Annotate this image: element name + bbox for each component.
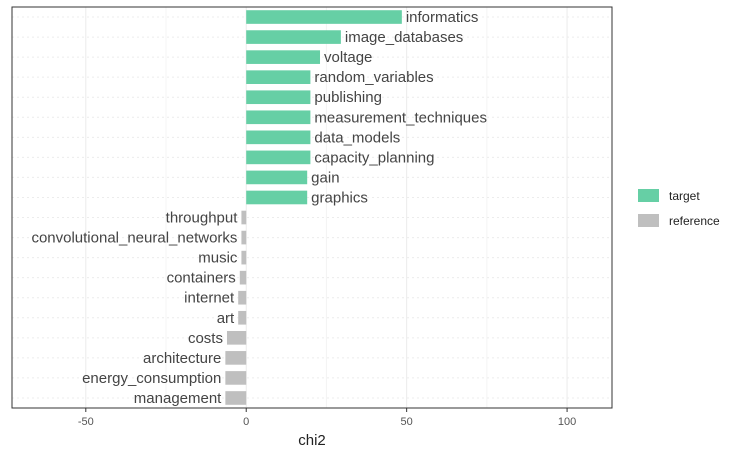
bar-containers: [239, 270, 247, 285]
bar-label-architecture: architecture: [143, 350, 221, 367]
bar-label-image-databases: image_databases: [345, 29, 463, 46]
bar-internet: [238, 290, 247, 305]
plot-panel-border: [11, 6, 613, 409]
bar-label-convolutional-neural-networks: convolutional_neural_networks: [31, 230, 237, 247]
bar-label-voltage: voltage: [324, 49, 372, 66]
bar-label-management: management: [134, 390, 222, 407]
bar-informatics: [246, 10, 402, 24]
bar-management: [225, 391, 247, 405]
legend-label-reference: reference: [669, 214, 720, 228]
x-tick-label: 50: [401, 416, 413, 428]
bar-label-throughput: throughput: [166, 210, 239, 227]
x-tick-label: 0: [243, 416, 249, 428]
bar-architecture: [225, 351, 247, 365]
bar-label-informatics: informatics: [406, 9, 479, 26]
bar-graphics: [246, 190, 308, 205]
bar-label-graphics: graphics: [311, 189, 368, 206]
bar-label-containers: containers: [167, 270, 236, 287]
grid-lines: [12, 7, 612, 408]
bar-label-art: art: [217, 310, 235, 327]
bar-capacity-planning: [246, 150, 311, 165]
bar-label-gain: gain: [311, 169, 339, 186]
bar-data-models: [246, 130, 311, 145]
bars: [225, 10, 402, 405]
bar-convolutional-neural-networks: [241, 230, 247, 245]
bar-label-publishing: publishing: [314, 89, 382, 106]
x-axis-title: chi2: [298, 432, 326, 449]
x-tick-label: -50: [78, 416, 94, 428]
bar-label-data-models: data_models: [314, 129, 400, 146]
bar-art: [238, 310, 247, 325]
bar-voltage: [246, 50, 321, 64]
bar-label-random-variables: random_variables: [314, 69, 433, 86]
bar-image-databases: [246, 30, 341, 44]
bar-gain: [246, 170, 308, 185]
bar-random-variables: [246, 70, 311, 84]
bar-label-capacity-planning: capacity_planning: [314, 149, 434, 166]
bar-throughput: [241, 210, 247, 225]
bar-music: [241, 250, 247, 265]
legend: target reference: [638, 189, 720, 228]
bar-label-internet: internet: [184, 290, 235, 307]
x-axis-ticks: -50 0 50 100: [78, 408, 576, 428]
bar-label-costs: costs: [188, 330, 223, 347]
legend-key-reference: [638, 214, 659, 227]
bar-label-energy-consumption: energy_consumption: [82, 370, 221, 387]
bar-publishing: [246, 90, 311, 105]
legend-label-target: target: [669, 189, 700, 203]
bar-costs: [226, 331, 247, 345]
x-tick-label: 100: [558, 416, 576, 428]
bar-energy-consumption: [225, 371, 247, 385]
bar-measurement-techniques: [246, 110, 311, 125]
legend-key-target: [638, 189, 659, 202]
bar-label-music: music: [198, 250, 238, 267]
bar-label-measurement-techniques: measurement_techniques: [314, 109, 487, 126]
